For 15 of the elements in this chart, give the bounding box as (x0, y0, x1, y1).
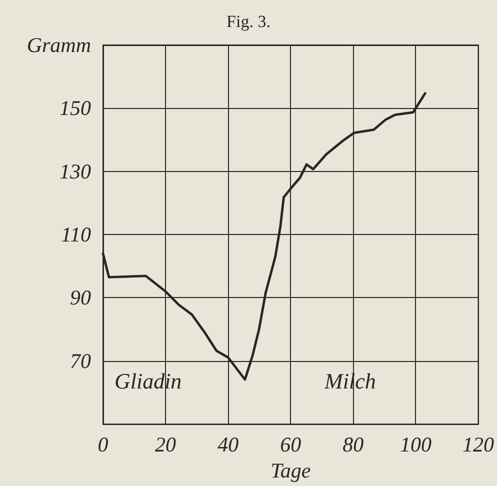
x-tick-label: 80 (342, 432, 364, 457)
x-axis-title: Tage (270, 458, 311, 482)
x-tick-label: 100 (400, 432, 432, 457)
x-tick-label: 60 (280, 432, 302, 457)
y-axis-title: Gramm (26, 33, 91, 57)
y-tick-label: 70 (70, 348, 92, 373)
x-tick-label: 0 (98, 432, 109, 457)
x-tick-label: 20 (155, 432, 177, 457)
y-tick-label: 150 (60, 96, 92, 120)
chart-title: Fig. 3. (226, 12, 270, 31)
y-tick-label: 90 (70, 286, 92, 310)
x-tick-label: 120 (462, 432, 494, 457)
y-tick-label: 130 (60, 159, 92, 184)
x-tick-label: 40 (218, 432, 240, 457)
y-tick-label: 110 (61, 222, 92, 247)
